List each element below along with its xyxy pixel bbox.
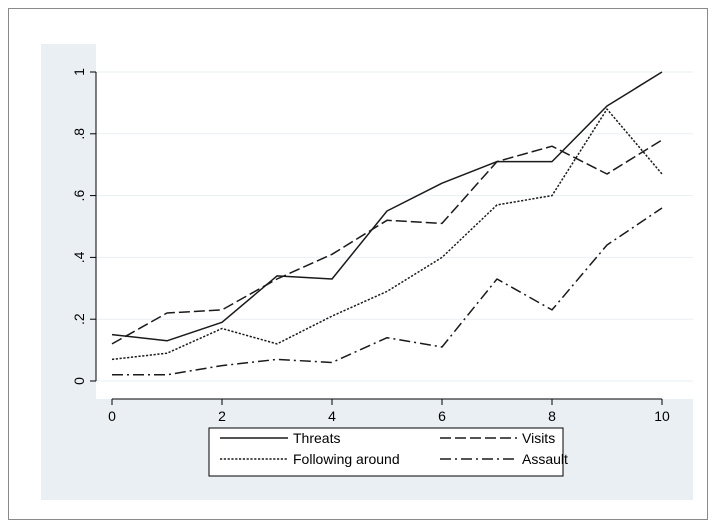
x-tick-label-4: 8 <box>548 408 556 424</box>
legend-label-threats: Threats <box>293 430 340 446</box>
line-chart: 0.2.4.6.810 2 4 6 8 10 Threats Visits Followi… <box>41 44 693 500</box>
series-line-visits <box>111 139 663 345</box>
legend-label-visits: Visits <box>522 430 555 446</box>
y-tick-label-2: .4 <box>71 251 87 263</box>
x-tick-label-3: 6 <box>438 408 446 424</box>
legend-box <box>208 427 564 477</box>
legend: Threats Visits Following around Assault <box>208 427 568 477</box>
plot-area <box>96 44 693 399</box>
legend-label-assault: Assault <box>522 451 568 467</box>
x-tick-label-1: 2 <box>218 408 226 424</box>
x-tick-label-5: 10 <box>654 408 670 424</box>
y-tick-label-5: 1 <box>71 68 87 76</box>
series-line-threats <box>111 71 663 342</box>
y-tick-label-4: .8 <box>71 128 87 140</box>
series-line-following-around <box>111 108 663 361</box>
y-tick-label-3: .6 <box>71 190 87 202</box>
chart-frame: 0.2.4.6.8 1 0 2 4 6 8 10 Threats Visits Followi… <box>8 8 708 520</box>
series-line-assault <box>112 207 663 376</box>
y-tick-label-0: 0 <box>71 377 87 385</box>
x-tick-label-2: 4 <box>328 408 336 424</box>
y-tick-label-1: .2 <box>71 313 87 325</box>
legend-label-following-around: Following around <box>293 451 400 467</box>
axes: 0.2.4.6.810 2 4 6 8 10 <box>71 68 670 424</box>
series-lines <box>111 71 663 376</box>
x-tick-label-0: 0 <box>108 408 116 424</box>
gridlines <box>96 71 693 382</box>
